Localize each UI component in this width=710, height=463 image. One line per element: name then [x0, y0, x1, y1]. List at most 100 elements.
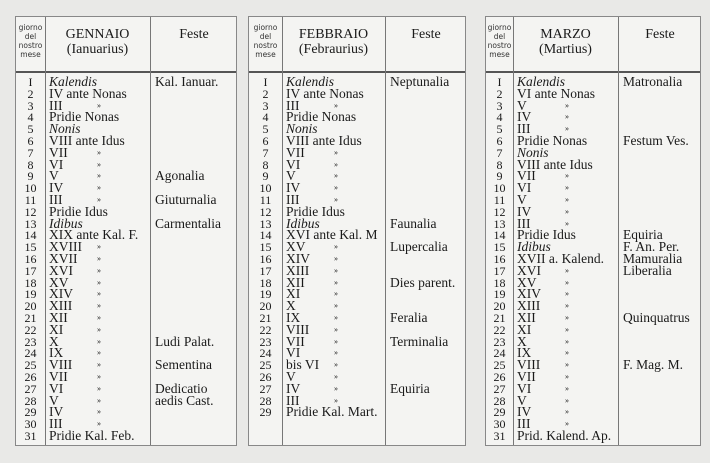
ditto-mark: » [334, 395, 338, 405]
festival-name: Giuturnalia [155, 191, 217, 207]
ditto-mark: » [565, 112, 569, 122]
ditto-mark: » [565, 348, 569, 358]
ditto-mark: » [97, 312, 101, 322]
day-number: 11 [259, 192, 272, 207]
day-number: 12 [259, 204, 272, 219]
roman-date: XII [286, 274, 305, 290]
day-number: 19 [493, 287, 506, 302]
feste-column-header: Feste [645, 27, 675, 42]
roman-date: V [286, 168, 296, 184]
day-number: 20 [259, 299, 272, 314]
ditto-mark: » [565, 324, 569, 334]
day-column-header: giorno del nostro mese [253, 23, 278, 59]
ditto-mark: » [565, 265, 569, 275]
table-row: 13 III » [486, 215, 700, 231]
ditto-mark: » [97, 336, 101, 346]
day-number: 18 [493, 275, 506, 290]
festival-name: Quinquatrus [623, 309, 690, 325]
table-row: 15 Idibus F. An. Per. [486, 239, 700, 255]
table-row: 13 Idibus Faunalia [249, 215, 465, 231]
table-row: 16 XVII » [16, 252, 236, 266]
day-number: 8 [262, 157, 269, 172]
roman-date: III [286, 97, 300, 113]
ditto-mark: » [334, 301, 338, 311]
table-row: 6 VIII ante Idus [16, 134, 236, 148]
roman-date: Pridie Idus [517, 227, 576, 243]
day-number: 17 [24, 263, 37, 278]
roman-date: III [517, 416, 531, 432]
day-number: 12 [24, 204, 37, 219]
roman-date: Pridie Nonas [49, 109, 120, 125]
ditto-mark: » [334, 159, 338, 169]
table-row: 4 Pridie Nonas [249, 110, 465, 124]
roman-date: IV [49, 180, 64, 196]
day-number: 13 [493, 216, 506, 231]
day-number: 22 [493, 322, 506, 337]
ditto-mark: » [565, 383, 569, 393]
day-number: 30 [24, 417, 37, 432]
ditto-mark: » [97, 407, 101, 417]
day-number: 26 [259, 369, 272, 384]
day-number: 3 [262, 98, 269, 113]
table-row: 9 VII » [486, 169, 700, 183]
day-number: 15 [259, 240, 272, 255]
roman-date: VII [49, 144, 68, 160]
table-row: 9 V » Agonalia [16, 169, 236, 183]
day-number: 19 [24, 287, 37, 302]
day-number: 17 [259, 263, 272, 278]
table-row: 7 VII » [249, 146, 465, 160]
ditto-mark: » [334, 265, 338, 275]
day-number: 25 [259, 358, 272, 373]
table-row: 12 IV » [486, 205, 700, 219]
roman-date: III [517, 215, 531, 231]
roman-date: XVI [517, 262, 541, 278]
table-row: 16 XIV » [249, 252, 465, 266]
ditto-mark: » [565, 183, 569, 193]
table-row: 27 VI » Dedicatio [16, 381, 236, 395]
table-row: 14 Pridie Idus Equiria [486, 227, 700, 243]
roman-date: XIII [49, 298, 73, 314]
table-row: 8 VI » [249, 156, 465, 172]
ditto-mark: » [334, 147, 338, 157]
day-number: 8 [496, 157, 503, 172]
ditto-mark: » [565, 277, 569, 287]
table-row: 23 X » Ludi Palat. [16, 334, 236, 349]
day-number: 19 [259, 287, 272, 302]
table-row: 24 IX » [486, 346, 700, 361]
roman-date: XI [49, 321, 64, 337]
day-number: 20 [24, 299, 37, 314]
table-row: I Kalendis Matronalia [486, 75, 700, 89]
day-number: 7 [496, 145, 503, 160]
ditto-mark: » [565, 407, 569, 417]
day-number: 13 [24, 216, 37, 231]
day-number: 23 [24, 334, 37, 349]
table-row: 5 Nonis [16, 121, 236, 137]
table-row: 3 III » [16, 98, 236, 112]
day-number: 28 [259, 393, 272, 408]
month-name: FEBBRAIO [298, 27, 369, 42]
ditto-mark: » [97, 100, 101, 110]
roman-date: Idibus [286, 215, 320, 231]
festival-name: Kal. Ianuar. [155, 74, 219, 89]
ditto-mark: » [334, 171, 338, 181]
roman-date: Nonis [49, 121, 81, 137]
ditto-mark: » [334, 183, 338, 193]
roman-date: VI [286, 156, 301, 172]
festival-name: Equiria [390, 380, 430, 396]
table-row: 12 Pridie Idus [16, 204, 236, 219]
festival-name: F. An. Per. [623, 239, 680, 255]
roman-date: V [517, 392, 527, 408]
day-number: 24 [24, 346, 37, 361]
day-number: 10 [259, 181, 272, 196]
table-row: 17 XVI » [16, 263, 236, 278]
day-number: I [28, 75, 33, 89]
day-number: 24 [493, 346, 506, 361]
roman-date: IV [286, 180, 301, 196]
table-row: 14 XVI ante Kal. M [249, 228, 465, 242]
table-row: 25 VIII » Sementina [16, 358, 236, 372]
table-row: 28 V » aedis Cast. [16, 393, 236, 407]
column-divider [249, 17, 283, 445]
festival-name: Feralia [390, 309, 428, 325]
roman-date: IV ante Nonas [49, 85, 127, 101]
roman-date: XIV [517, 286, 541, 302]
